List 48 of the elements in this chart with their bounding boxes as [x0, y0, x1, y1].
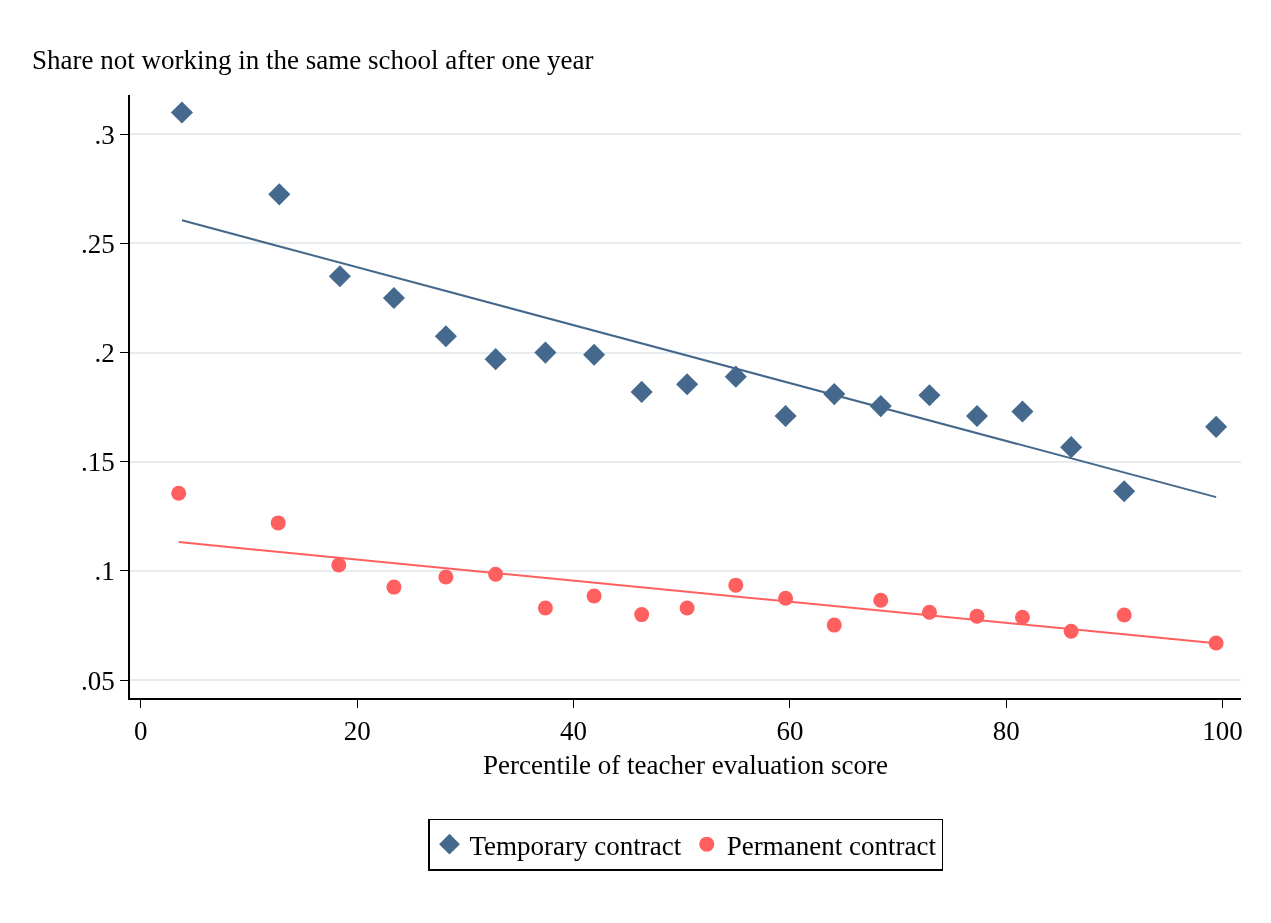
- point: [630, 380, 653, 403]
- x-tick-label: 100: [1202, 716, 1243, 747]
- y-tick-label: .1: [94, 556, 115, 587]
- point: [774, 404, 797, 427]
- point: [438, 569, 454, 585]
- y-tick-label: .05: [81, 665, 115, 696]
- point: [1011, 400, 1034, 423]
- point: [1014, 609, 1030, 625]
- y-axis-title: Share not working in the same school after one year: [32, 45, 594, 75]
- x-tick-label: 20: [343, 716, 371, 747]
- legend-label: Temporary contract: [469, 830, 682, 861]
- point: [583, 343, 606, 366]
- point: [534, 341, 557, 364]
- point: [724, 365, 747, 388]
- point: [586, 588, 602, 604]
- point: [328, 265, 351, 288]
- x-tick-label: 40: [560, 716, 588, 747]
- point: [171, 485, 187, 501]
- y-tick-label: .3: [94, 119, 115, 150]
- point: [826, 617, 842, 633]
- point: [873, 592, 889, 608]
- point: [1205, 415, 1228, 438]
- y-tick-label: .25: [81, 228, 115, 259]
- point: [918, 384, 941, 407]
- point: [434, 325, 457, 348]
- point: [1060, 436, 1083, 459]
- point: [484, 348, 507, 371]
- x-tick-label: 60: [776, 716, 804, 747]
- point: [537, 600, 553, 616]
- point: [728, 577, 744, 593]
- point: [1113, 480, 1136, 503]
- point: [170, 101, 193, 124]
- point: [268, 183, 291, 206]
- y-tick-label: .15: [81, 447, 115, 478]
- point: [965, 404, 989, 427]
- point: [382, 286, 406, 310]
- point: [634, 607, 650, 623]
- point: [386, 579, 402, 595]
- y-tick-label: .2: [94, 338, 115, 369]
- x-tick-label: 0: [134, 716, 148, 747]
- point: [679, 600, 695, 616]
- point: [331, 557, 347, 573]
- point: [270, 515, 286, 531]
- x-tick-label: 80: [992, 716, 1020, 747]
- point: [1116, 607, 1132, 623]
- point: [676, 373, 699, 396]
- x-axis-title: Percentile of teacher evaluation score: [483, 750, 888, 781]
- legend-label: Permanent contract: [726, 830, 937, 861]
